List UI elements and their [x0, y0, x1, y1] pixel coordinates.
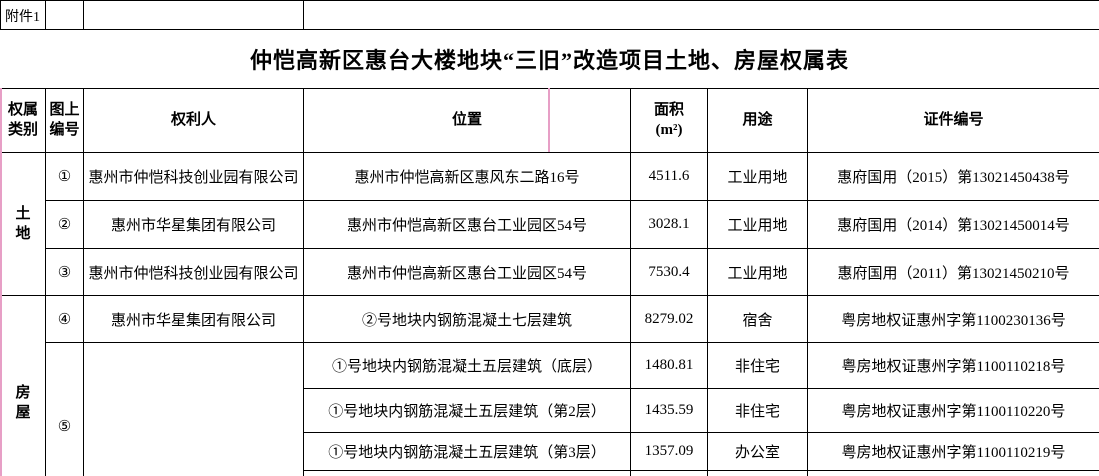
header-area-line1: 面积: [653, 102, 684, 118]
header-row: 权属 类别 图上 编号 权利人 位置 面积 (m²) 用途 证件编号: [0, 88, 1099, 153]
category-char: 房: [15, 384, 31, 401]
table-row: 土 地 ① 惠州市仲恺科技创业园有限公司 惠州市仲恺高新区惠风东二路16号 45…: [0, 152, 1099, 296]
category-char: 土: [15, 205, 31, 222]
cert-cell: [807, 470, 1099, 476]
location-cell: ①号地块内钢筋混凝土五层建筑（第2层）: [303, 388, 631, 433]
use-cell: 非住宅: [707, 388, 808, 433]
owner-cell: 惠州市华星集团有限公司: [83, 200, 304, 249]
page-break-line: [0, 88, 2, 476]
map-no-cell: ②: [45, 200, 84, 249]
top-strip: 附件1: [0, 0, 1099, 30]
map-no-cell: ③: [45, 248, 84, 296]
header-category-line2: 类别: [7, 121, 38, 138]
header-map-no-line1: 图上: [49, 102, 80, 118]
area-cell: [630, 470, 708, 476]
table-row: ② 惠州市华星集团有限公司 惠州市仲恺高新区惠台工业园区54号 3028.1 工…: [1, 200, 1099, 249]
attachment-label: 附件1: [5, 10, 40, 25]
header-category-line1: 权属: [7, 102, 38, 118]
use-cell: 办公室: [707, 432, 808, 471]
use-cell: 工业用地: [707, 248, 808, 296]
use-cell: [707, 470, 808, 476]
map-no-cell: ①: [45, 152, 84, 201]
owner-cell: 惠州市仲恺科技创业园有限公司: [83, 152, 304, 201]
location-cell: 惠州市仲恺高新区惠台工业园区54号: [303, 200, 631, 249]
grid-line: [0, 0, 1099, 1]
category-char: 地: [15, 226, 31, 242]
cert-cell: 粤房地权证惠州字第1100110218号: [807, 342, 1099, 389]
area-cell: 1435.59: [630, 388, 708, 433]
table-row: ⑤ ①号地块内钢筋混凝土五层建筑（底层） 1480.81 非住宅 粤房地权证惠州…: [1, 342, 1099, 476]
cert-cell: 粤房地权证惠州字第1100230136号: [807, 295, 1099, 343]
owner-cell: 惠州市华星集团有限公司: [83, 295, 304, 343]
location-cell: ①号地块内钢筋混凝土五层建筑（底层）: [303, 342, 631, 389]
map-no-cell: ⑤: [45, 342, 84, 476]
owner-cell: 惠州市仲恺科技创业园有限公司: [83, 248, 304, 296]
location-cell: ②号地块内钢筋混凝土七层建筑: [303, 295, 631, 343]
owner-cell: [83, 342, 304, 476]
grid-line: [0, 29, 1099, 30]
area-cell: 1480.81: [630, 342, 708, 389]
cert-cell: 粤房地权证惠州字第1100110219号: [807, 432, 1099, 471]
header-map-no: 图上 编号: [45, 88, 84, 153]
location-cell: 惠州市仲恺高新区惠台工业园区54号: [303, 248, 631, 296]
area-cell: 8279.02: [630, 295, 708, 343]
location-cell: 惠州市仲恺高新区惠风东二路16号: [303, 152, 631, 201]
table-row: ③ 惠州市仲恺科技创业园有限公司 惠州市仲恺高新区惠台工业园区54号 7530.…: [1, 248, 1099, 296]
table-row: ①号地块内钢筋混凝土五层建筑（第3层） 1357.09 办公室 粤房地权证惠州字…: [1, 432, 1099, 471]
header-owner: 权利人: [83, 88, 304, 153]
use-cell: 宿舍: [707, 295, 808, 343]
grid-line: [45, 0, 46, 30]
title-row: 仲恺高新区惠台大楼地块“三旧”改造项目土地、房屋权属表: [0, 30, 1099, 88]
header-area-line2: (m²): [655, 121, 683, 138]
category-char: 屋: [15, 405, 31, 421]
header-map-no-line2: 编号: [49, 121, 80, 138]
area-cell: 3028.1: [630, 200, 708, 249]
location-cell: ①号地块内钢筋混凝土五层建筑（第3层）: [303, 432, 631, 471]
map-no-cell: ④: [45, 295, 84, 343]
area-cell: 4511.6: [630, 152, 708, 201]
header-cert: 证件编号: [807, 88, 1099, 153]
header-use: 用途: [707, 88, 808, 153]
location-cell: [303, 470, 631, 476]
cert-cell: 粤房地权证惠州字第1100110220号: [807, 388, 1099, 433]
grid-line: [0, 0, 1, 30]
page-title: 仲恺高新区惠台大楼地块“三旧”改造项目土地、房屋权属表: [249, 48, 849, 73]
grid-line: [83, 0, 84, 30]
table-row: ①号地块内钢筋混凝土五层建筑（第2层） 1435.59 非住宅 粤房地权证惠州字…: [1, 388, 1099, 433]
use-cell: 非住宅: [707, 342, 808, 389]
category-land: 土 地: [0, 152, 46, 296]
cert-cell: 惠府国用（2015）第13021450438号: [807, 152, 1099, 201]
header-location: 位置: [303, 88, 631, 153]
cert-cell: 惠府国用（2014）第13021450014号: [807, 200, 1099, 249]
header-area: 面积 (m²): [630, 88, 708, 153]
table-row-partial: [1, 470, 1099, 476]
category-housing: 房 屋: [0, 295, 46, 476]
area-cell: 1357.09: [630, 432, 708, 471]
table-row: 房 屋 ④ 惠州市华星集团有限公司 ②号地块内钢筋混凝土七层建筑 8279.02…: [0, 295, 1099, 476]
page-break-line: [548, 88, 550, 152]
header-category: 权属 类别: [0, 88, 46, 153]
grid-line: [303, 0, 304, 30]
ownership-table: 权属 类别 图上 编号 权利人 位置 面积 (m²) 用途 证件编号 土: [0, 88, 1099, 476]
area-cell: 7530.4: [630, 248, 708, 296]
use-cell: 工业用地: [707, 200, 808, 249]
use-cell: 工业用地: [707, 152, 808, 201]
cert-cell: 惠府国用（2011）第13021450210号: [807, 248, 1099, 296]
